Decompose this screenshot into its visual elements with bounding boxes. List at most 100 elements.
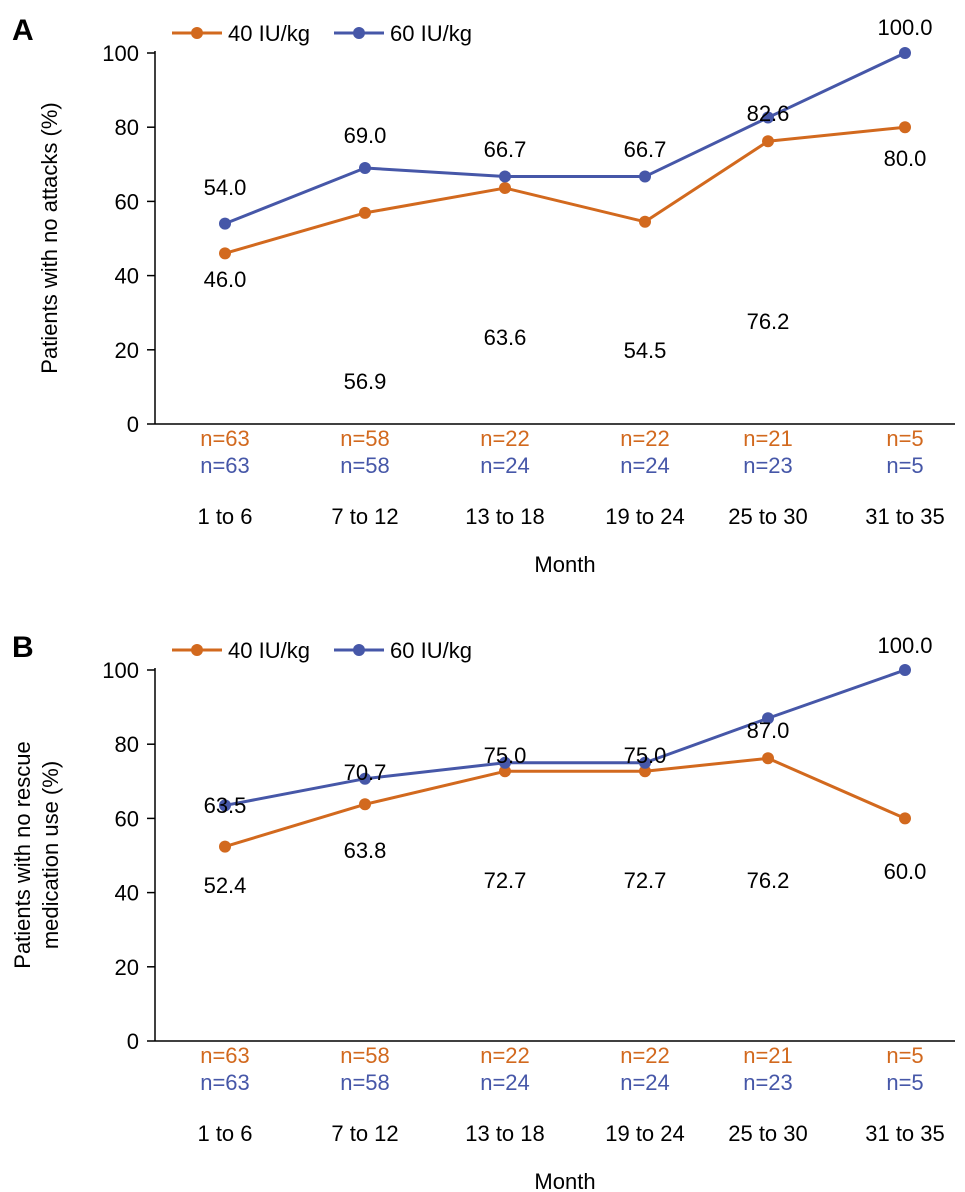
series-line <box>224 668 906 807</box>
data-point <box>639 215 651 228</box>
data-point <box>499 170 511 183</box>
x-tick-label: 1 to 6 <box>197 504 252 529</box>
data-point <box>219 217 231 230</box>
data-label: 60.0 <box>884 859 927 884</box>
data-point <box>219 799 231 812</box>
n-label: n=58 <box>340 426 390 451</box>
n-label: n=22 <box>620 1043 670 1068</box>
y-tick-label: 0 <box>127 412 139 437</box>
data-point <box>359 206 371 219</box>
data-point <box>899 121 911 134</box>
n-label: n=21 <box>743 426 793 451</box>
n-label: n=24 <box>480 453 530 478</box>
y-axis-title-line: Patients with no attacks (%) <box>37 102 62 373</box>
n-label: n=63 <box>200 1043 250 1068</box>
y-axis-title: Patients with no attacks (%) <box>37 102 62 373</box>
data-label: 76.2 <box>747 868 790 893</box>
x-tick-label: 13 to 18 <box>465 504 545 529</box>
panel-b: B 0 20 40 60 80 100 Patients with no rescue medi… <box>10 631 955 1192</box>
legend-marker <box>191 644 203 656</box>
x-tick-label: 31 to 35 <box>865 1121 945 1146</box>
y-tick-label: 40 <box>115 881 139 906</box>
legend-label: 60 IU/kg <box>390 21 472 46</box>
x-tick-label: 1 to 6 <box>197 1121 252 1146</box>
data-label: 56.9 <box>344 369 387 394</box>
y-tick-label: 0 <box>127 1029 139 1054</box>
y-tick-label: 100 <box>102 41 139 66</box>
data-point <box>499 182 511 195</box>
data-point <box>639 756 651 769</box>
data-point <box>762 135 774 148</box>
n-label: n=58 <box>340 1043 390 1068</box>
data-label: 46.0 <box>204 267 247 292</box>
n-label: n=21 <box>743 1043 793 1068</box>
x-tick-label: 19 to 24 <box>605 1121 685 1146</box>
data-label: 75.0 <box>484 743 527 768</box>
n-label: n=24 <box>620 1070 670 1095</box>
data-point <box>899 664 911 676</box>
n-label: n=24 <box>480 1070 530 1095</box>
data-point <box>639 765 651 778</box>
y-tick-label: 20 <box>115 955 139 980</box>
y-tick-label: 80 <box>115 732 139 757</box>
data-label: 75.0 <box>624 743 667 768</box>
data-label: 63.8 <box>344 838 387 863</box>
legend-marker <box>191 27 203 39</box>
n-label: n=22 <box>480 1043 530 1068</box>
x-tick-label: 13 to 18 <box>465 1121 545 1146</box>
n-label: n=63 <box>200 426 250 451</box>
data-point <box>499 765 511 778</box>
data-point <box>219 247 231 260</box>
data-point <box>762 752 774 765</box>
data-label: 69.0 <box>344 123 387 148</box>
n-label: n=5 <box>886 1070 923 1095</box>
x-tick-label: 25 to 30 <box>728 504 808 529</box>
y-tick-label: 60 <box>115 189 139 214</box>
y-axis-title: Patients with no rescue medication use (%… <box>10 741 63 968</box>
panel-letter: A <box>12 14 34 47</box>
data-point <box>899 812 911 825</box>
legend-marker <box>353 27 365 39</box>
x-tick-label: 7 to 12 <box>331 504 398 529</box>
n-label: n=23 <box>743 1070 793 1095</box>
n-label: n=5 <box>886 426 923 451</box>
legend-marker <box>353 644 365 656</box>
data-label: 66.7 <box>484 137 527 162</box>
data-label: 63.6 <box>484 325 527 350</box>
y-tick-label: 100 <box>102 658 139 683</box>
y-axis-title-line: medication use (%) <box>38 761 63 949</box>
data-point <box>219 840 231 853</box>
x-axis-title: Month <box>534 552 595 577</box>
x-tick-label: 31 to 35 <box>865 504 945 529</box>
data-label: 66.7 <box>624 137 667 162</box>
data-label: 63.5 <box>204 793 247 818</box>
data-point <box>359 162 371 175</box>
x-tick-label: 7 to 12 <box>331 1121 398 1146</box>
data-label: 87.0 <box>747 718 790 743</box>
n-label: n=58 <box>340 453 390 478</box>
n-label: n=58 <box>340 1070 390 1095</box>
data-point <box>762 111 774 124</box>
legend-label: 40 IU/kg <box>228 638 310 663</box>
n-label: n=5 <box>886 1043 923 1068</box>
x-tick-label: 25 to 30 <box>728 1121 808 1146</box>
data-point <box>762 712 774 725</box>
y-tick-label: 40 <box>115 264 139 289</box>
data-label: 72.7 <box>624 868 667 893</box>
series-line <box>224 125 906 255</box>
data-label: 70.7 <box>344 760 387 785</box>
y-tick-label: 20 <box>115 338 139 363</box>
data-point <box>359 798 371 811</box>
data-point <box>499 756 511 769</box>
data-label: 54.0 <box>204 175 247 200</box>
legend-label: 40 IU/kg <box>228 21 310 46</box>
data-label: 100.0 <box>877 15 932 40</box>
data-label: 76.2 <box>747 309 790 334</box>
data-point <box>359 772 371 785</box>
n-label: n=23 <box>743 453 793 478</box>
y-axis-title-line: Patients with no rescue <box>10 741 35 968</box>
data-point <box>639 170 651 183</box>
x-tick-label: 19 to 24 <box>605 504 685 529</box>
n-label: n=5 <box>886 453 923 478</box>
